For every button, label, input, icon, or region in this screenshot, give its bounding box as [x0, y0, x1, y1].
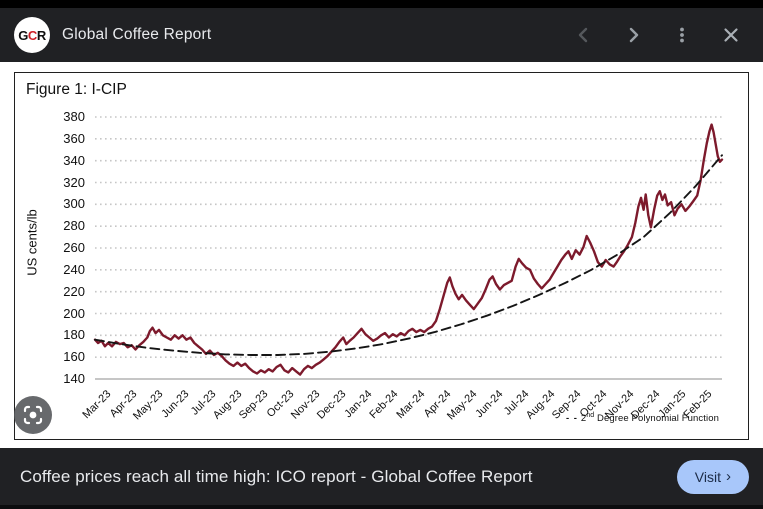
y-tick-label: 240 [63, 261, 85, 277]
y-tick-label: 300 [63, 196, 85, 212]
more-options-icon[interactable] [668, 21, 696, 49]
gcr-logo: GCR [14, 17, 50, 53]
article-content: Figure 1: I-CIP US cents/lb 380 360 340 320… [0, 62, 763, 448]
close-icon[interactable] [717, 21, 745, 49]
bottom-black-strip [0, 505, 763, 509]
y-tick-label: 340 [63, 152, 85, 168]
y-tick-label: 160 [63, 349, 85, 365]
visit-button[interactable]: Visit › [676, 459, 749, 494]
status-bar-strip [0, 0, 763, 8]
header-bar: GCR Global Coffee Report [0, 8, 763, 62]
article-headline: Coffee prices reach all time high: ICO r… [20, 466, 533, 486]
y-tick-label: 320 [63, 174, 85, 190]
chevron-right-icon: › [726, 468, 731, 485]
plot-svg [93, 116, 724, 380]
google-lens-icon[interactable] [14, 396, 52, 434]
series-i-cip [93, 123, 724, 376]
y-tick-label: 200 [63, 305, 85, 321]
series-2nd-degree-polynomial-function [94, 154, 723, 356]
figure-title: Figure 1: I-CIP [26, 81, 127, 98]
gcr-logo-text: GCR [18, 27, 46, 43]
site-title: Global Coffee Report [62, 26, 212, 43]
dashed-line-swatch: - - [565, 413, 578, 425]
forward-icon[interactable] [619, 21, 647, 49]
y-tick-label: 360 [63, 130, 85, 146]
y-tick-label: 220 [63, 283, 85, 299]
y-tick-label: 280 [63, 218, 85, 234]
y-tick-label: 260 [63, 240, 85, 255]
y-tick-label: 140 [63, 371, 85, 386]
trend-legend: - -2nd Degree Polynomial Function [565, 412, 719, 425]
chart-figure: Figure 1: I-CIP US cents/lb 380 360 340 320… [14, 72, 749, 440]
back-icon[interactable] [570, 21, 598, 49]
y-tick-label: 380 [63, 109, 85, 124]
bottom-bar: Coffee prices reach all time high: ICO r… [0, 448, 763, 505]
y-tick-label: 180 [63, 327, 85, 343]
